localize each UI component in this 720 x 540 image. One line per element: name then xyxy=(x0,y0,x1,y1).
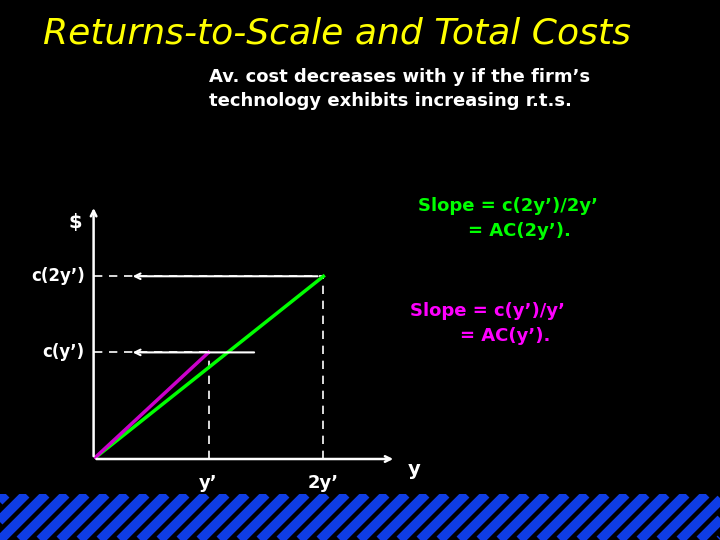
Text: y’: y’ xyxy=(199,474,218,492)
Text: Slope = c(2y’)/2y’
        = AC(2y’).: Slope = c(2y’)/2y’ = AC(2y’). xyxy=(418,197,598,240)
Text: c(y’): c(y’) xyxy=(42,343,84,361)
Text: Av. cost decreases with y if the firm’s
technology exhibits increasing r.t.s.: Av. cost decreases with y if the firm’s … xyxy=(209,68,590,111)
Text: y: y xyxy=(408,460,421,478)
Text: Slope = c(y’)/y’
        = AC(y’).: Slope = c(y’)/y’ = AC(y’). xyxy=(410,302,565,346)
Text: Returns-to-Scale and Total Costs: Returns-to-Scale and Total Costs xyxy=(43,16,631,50)
Text: c(2y’): c(2y’) xyxy=(31,267,84,285)
Text: $: $ xyxy=(68,213,82,232)
Text: 2y’: 2y’ xyxy=(308,474,339,492)
